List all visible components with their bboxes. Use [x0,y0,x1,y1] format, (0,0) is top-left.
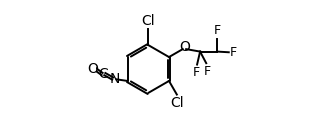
Text: N: N [110,72,120,86]
Text: O: O [179,40,190,55]
Text: F: F [203,65,211,78]
Text: F: F [230,46,237,59]
Text: F: F [193,66,200,79]
Text: O: O [87,62,98,75]
Text: F: F [214,24,221,37]
Text: Cl: Cl [170,96,184,110]
Text: C: C [99,67,108,81]
Text: Cl: Cl [141,14,155,28]
